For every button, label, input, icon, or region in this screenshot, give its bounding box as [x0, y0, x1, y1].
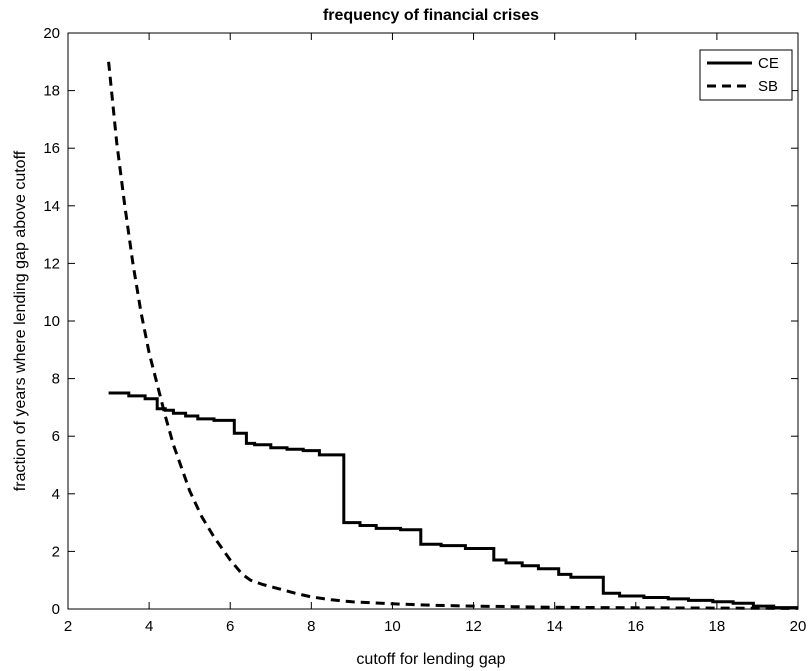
x-tick-label: 18	[709, 618, 726, 635]
y-tick-label: 6	[52, 428, 60, 445]
x-tick-label: 4	[145, 618, 153, 635]
x-tick-label: 10	[384, 618, 401, 635]
legend-box	[699, 49, 793, 101]
x-tick-label: 14	[546, 618, 563, 635]
y-tick-label: 4	[52, 486, 60, 503]
x-tick-label: 16	[627, 618, 644, 635]
x-tick-label: 6	[226, 618, 234, 635]
data-series	[107, 61, 799, 610]
y-tick-label: 12	[43, 255, 60, 272]
x-tick-label: 8	[307, 618, 315, 635]
chart-title: frequency of financial crises	[323, 7, 539, 24]
legend-label-sb: SB	[758, 78, 778, 95]
plot-area	[67, 32, 799, 610]
x-tick-label: 2	[64, 618, 72, 635]
y-tick-label: 2	[52, 543, 60, 560]
y-axis-label: fraction of years where lending gap abov…	[12, 150, 29, 491]
y-tick-label: 0	[52, 601, 60, 618]
y-tick-label: 10	[43, 313, 60, 330]
y-tick-label: 8	[52, 371, 60, 388]
y-tick-label: 16	[43, 140, 60, 157]
legend-label-ce: CE	[758, 55, 779, 72]
series-line-ce	[108, 391, 798, 610]
x-tick-label: 20	[790, 618, 807, 635]
x-axis-label: cutoff for lending gap	[356, 651, 505, 668]
x-tick-label: 12	[465, 618, 482, 635]
y-tick-label: 14	[43, 198, 60, 215]
legend: CE SB	[699, 49, 793, 101]
y-tick-label: 18	[43, 83, 60, 100]
series-line-sb	[107, 61, 799, 610]
y-tick-label: 20	[43, 25, 60, 42]
